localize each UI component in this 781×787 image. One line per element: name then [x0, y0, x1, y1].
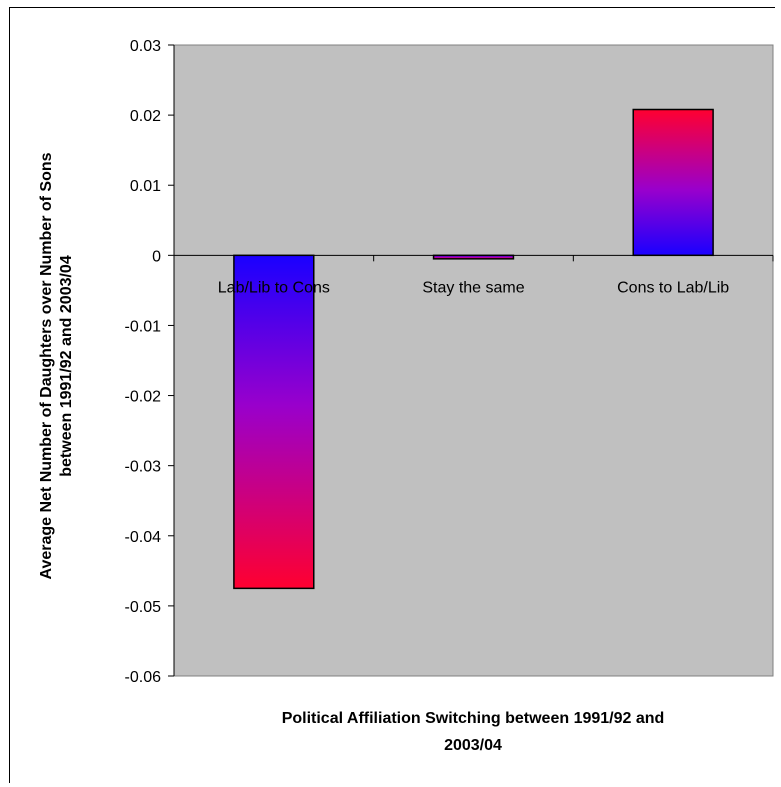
y-tick-label: -0.05	[125, 599, 162, 616]
y-axis-title-line-1: Average Net Number of Daughters over Num…	[38, 152, 55, 579]
category-labels: Lab/Lib to Cons Stay the same Cons to Lab/…	[218, 279, 730, 296]
category-label: Lab/Lib to Cons	[218, 279, 330, 296]
x-axis-title-line-2: 2003/04	[444, 737, 502, 754]
y-tick-label: -0.06	[125, 669, 162, 686]
y-tick-label: 0.02	[130, 108, 161, 125]
bars	[233, 108, 714, 590]
y-tick-label: -0.03	[125, 459, 162, 476]
y-tick-label: -0.01	[125, 318, 162, 335]
chart-frame	[9, 7, 775, 783]
y-axis: 0.03 0.02 0.01 0 -0.01 -0.02 -0.03 -0.04 -0.05 -0…	[125, 38, 175, 686]
y-tick-label: -0.04	[125, 529, 162, 546]
y-tick-label: 0.03	[130, 38, 161, 55]
y-tick-label: 0	[152, 248, 161, 265]
y-tick-label: -0.02	[125, 389, 162, 406]
axis-titles: Political Affiliation Switching between …	[38, 152, 664, 754]
category-label: Stay the same	[422, 279, 524, 296]
category-label: Cons to Lab/Lib	[617, 279, 729, 296]
bar-2	[632, 108, 714, 257]
y-axis-title-line-2: between 1991/92 and 2003/04	[58, 255, 75, 477]
x-axis-title-line-1: Political Affiliation Switching between …	[282, 710, 665, 727]
bar-0	[233, 254, 315, 590]
bar-1	[432, 254, 515, 260]
y-tick-label: 0.01	[130, 178, 161, 195]
x-axis	[173, 254, 774, 262]
